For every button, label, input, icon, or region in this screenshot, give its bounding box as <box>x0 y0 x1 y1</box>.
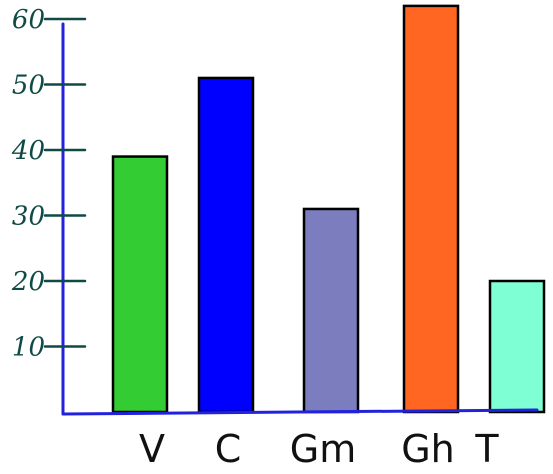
bar-c <box>197 76 255 414</box>
y-tick-label-30: 30 <box>12 202 45 232</box>
x-label-gh: Gh <box>401 427 455 471</box>
y-ticks-group: 10 20 30 40 50 60 <box>11 5 87 363</box>
bar-gm <box>302 207 360 414</box>
axes-group <box>61 22 539 416</box>
y-tick-label-60: 60 <box>12 5 45 35</box>
y-tick-label-40: 40 <box>11 136 45 166</box>
bar-v <box>111 155 169 414</box>
x-label-v: V <box>139 427 165 471</box>
x-label-t: T <box>474 427 499 471</box>
bar-t <box>488 279 546 414</box>
y-tick-label-20: 20 <box>11 267 45 297</box>
x-label-c: C <box>215 427 242 471</box>
x-label-gm: Gm <box>290 427 356 471</box>
bars-group <box>111 4 546 414</box>
x-labels-group: V C Gm Gh T <box>139 427 499 471</box>
y-tick-label-10: 10 <box>12 333 45 363</box>
bar-gh <box>402 4 460 414</box>
x-axis <box>61 408 539 416</box>
y-tick-label-50: 50 <box>12 71 45 101</box>
